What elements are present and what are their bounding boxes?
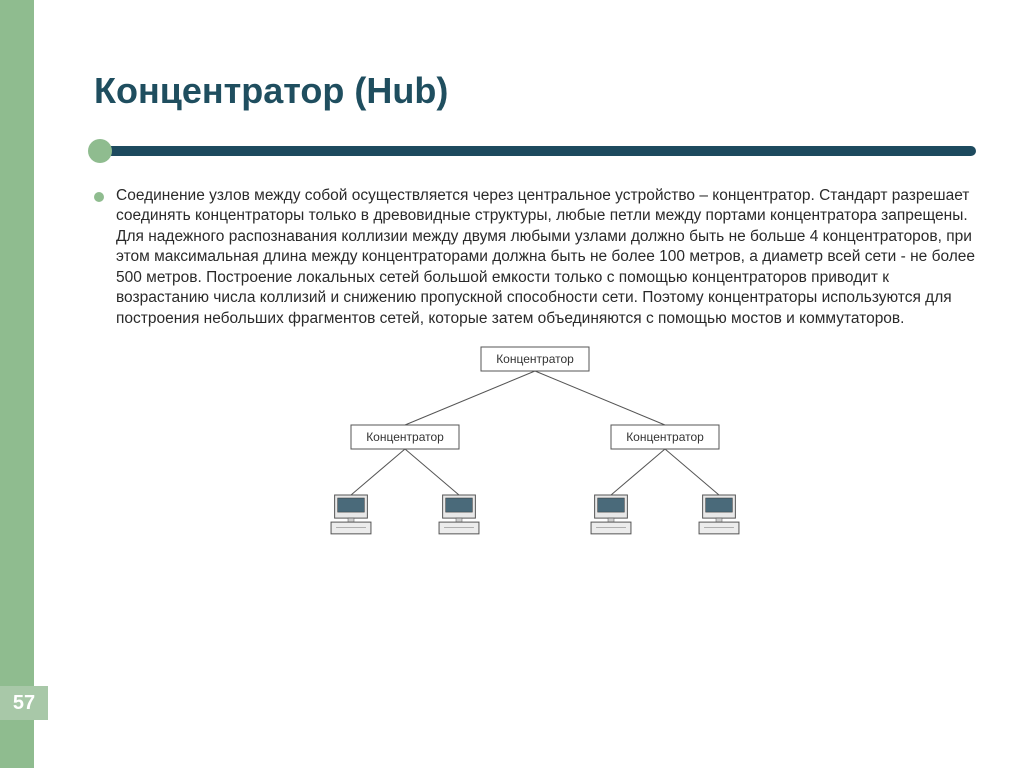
computer-icon xyxy=(699,495,739,534)
page-number-badge: 57 xyxy=(0,686,48,720)
body-block: Соединение узлов между собой осуществляе… xyxy=(94,186,976,329)
computer-icon xyxy=(439,495,479,534)
svg-text:Концентратор: Концентратор xyxy=(366,430,444,444)
slide-content: Концентратор (Hub) Соединение узлов межд… xyxy=(34,0,1024,768)
hub-tree-diagram: Концентратор Концентратор Концентратор xyxy=(94,335,976,545)
title-rule xyxy=(94,140,976,162)
page-number: 57 xyxy=(13,692,35,715)
body-paragraph: Соединение узлов между собой осуществляе… xyxy=(116,186,976,329)
slide-title: Концентратор (Hub) xyxy=(94,70,976,112)
left-accent-band xyxy=(0,0,34,768)
bullet-marker xyxy=(94,192,104,202)
hub-node: Концентратор xyxy=(611,425,719,449)
hub-node: Концентратор xyxy=(351,425,459,449)
svg-text:Концентратор: Концентратор xyxy=(626,430,704,444)
svg-text:Концентратор: Концентратор xyxy=(496,352,574,366)
hub-node: Концентратор xyxy=(481,347,589,371)
computer-icon xyxy=(331,495,371,534)
computer-icon xyxy=(591,495,631,534)
rule-bar xyxy=(94,146,976,156)
rule-dot xyxy=(88,139,112,163)
diagram-svg: Концентратор Концентратор Концентратор xyxy=(255,335,815,545)
